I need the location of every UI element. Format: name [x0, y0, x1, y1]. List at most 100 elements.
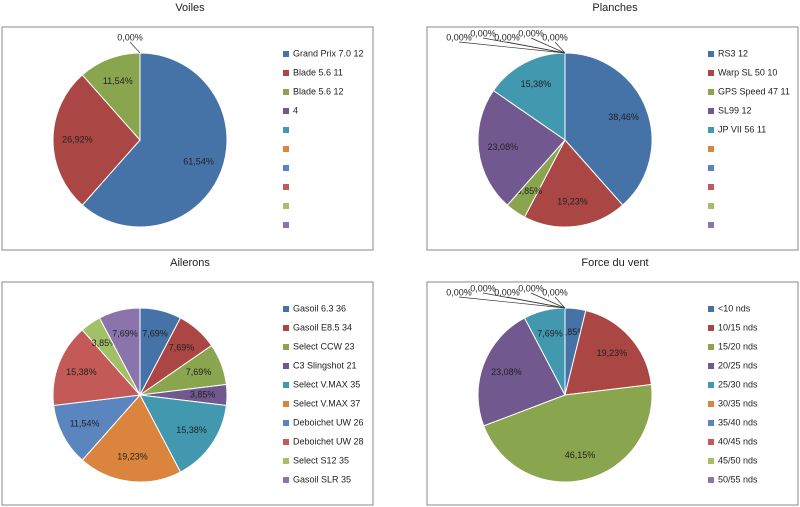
- legend-label: JP VII 56 11: [718, 124, 766, 134]
- data-label: 0,00%: [117, 32, 143, 42]
- data-label: 19,23%: [557, 197, 588, 207]
- legend-label: <10 nds: [718, 303, 751, 313]
- data-label: 7,69%: [169, 342, 195, 352]
- leader-line: [530, 37, 566, 54]
- data-label: 3,85%: [560, 327, 586, 337]
- pie-slice: [81, 394, 182, 483]
- legend-swatch: [708, 89, 714, 95]
- legend-label: 25/30 nds: [718, 379, 758, 389]
- legend-swatch: [708, 51, 714, 57]
- legend-label: Gasoil E8.5 34: [293, 322, 352, 332]
- data-label: 0,00%: [518, 28, 544, 38]
- data-label: 0,00%: [446, 32, 472, 42]
- data-label: 0,00%: [470, 283, 496, 293]
- legend-swatch: [708, 222, 714, 228]
- pie-slice: [477, 89, 566, 206]
- data-label: 7,69%: [142, 329, 168, 339]
- pie-slice: [492, 52, 566, 141]
- legend-swatch: [283, 420, 289, 426]
- data-label: 23,08%: [491, 367, 522, 377]
- legend-swatch: [283, 222, 289, 228]
- chart-title: Voiles: [175, 2, 205, 14]
- legend-label: Gasoil 6.3 36: [293, 303, 346, 313]
- legend-swatch: [283, 401, 289, 407]
- data-label: 23,08%: [488, 142, 519, 152]
- pie-slice: [81, 52, 228, 228]
- legend-swatch: [283, 51, 289, 57]
- legend-label: 50/55 nds: [718, 474, 758, 484]
- leader-line: [554, 296, 566, 309]
- legend-label: C3 Slingshot 21: [293, 360, 357, 370]
- legend-label: 30/35 nds: [718, 398, 758, 408]
- data-label: 15,38%: [521, 79, 552, 89]
- pie-panel: Force du vent 3,85% 19,23% 46,15% 23,08% 7,69…: [426, 257, 799, 506]
- data-label: 7,69%: [112, 329, 138, 339]
- data-label: 0,00%: [518, 283, 544, 293]
- legend-swatch: [283, 363, 289, 369]
- legend-label: Blade 5.6 11: [293, 67, 343, 77]
- legend-label: Gasoil SLR 35: [293, 474, 351, 484]
- legend-swatch: [283, 325, 289, 331]
- legend-swatch: [283, 458, 289, 464]
- pie-slice: [52, 329, 142, 407]
- data-label: 0,00%: [446, 287, 472, 297]
- legend-swatch: [283, 306, 289, 312]
- legend-label: Grand Prix 7.0 12: [293, 48, 364, 58]
- legend-swatch: [708, 344, 714, 350]
- data-label: 38,46%: [608, 112, 639, 122]
- data-label: 19,23%: [117, 452, 148, 462]
- legend-label: Deboichet UW 26: [293, 417, 364, 427]
- pie-slice: [98, 307, 141, 396]
- chart-title: Ailerons: [170, 257, 210, 269]
- data-label: 7,69%: [537, 329, 563, 339]
- legend-swatch: [708, 458, 714, 464]
- pie-slice: [523, 139, 624, 228]
- legend-label: Select CCW 23: [293, 341, 355, 351]
- legend-swatch: [708, 439, 714, 445]
- legend-label: 40/45 nds: [718, 436, 758, 446]
- legend-swatch: [283, 203, 289, 209]
- data-label: 3,85%: [517, 186, 543, 196]
- data-label: 0,00%: [542, 32, 568, 42]
- leader-line: [482, 37, 566, 54]
- pie-slice: [53, 394, 142, 461]
- legend-swatch: [283, 108, 289, 114]
- legend-swatch: [708, 477, 714, 483]
- data-label: 3,85%: [190, 389, 216, 399]
- pie-panel: Voiles 61,54% 26,92% 11,54% 0,00% Grand Prix …: [1, 2, 374, 251]
- legend-label: Blade 5.6 12: [293, 86, 344, 96]
- pie-slice: [52, 74, 141, 206]
- legend-swatch: [283, 89, 289, 95]
- chart-title: Planches: [592, 2, 638, 14]
- legend-swatch: [283, 344, 289, 350]
- legend-swatch: [708, 165, 714, 171]
- legend-label: 4: [293, 105, 298, 115]
- data-label: 0,00%: [542, 287, 568, 297]
- legend-swatch: [708, 382, 714, 388]
- legend-swatch: [283, 146, 289, 152]
- data-label: 15,38%: [66, 367, 97, 377]
- pie-panel: Ailerons7,69%7,69%7,69%3,85%15,38%19,23%…: [1, 257, 374, 506]
- legend-swatch: [708, 363, 714, 369]
- leader-line: [129, 41, 141, 54]
- legend-label: 35/40 nds: [718, 417, 758, 427]
- legend-swatch: [708, 420, 714, 426]
- leader-line: [458, 41, 566, 54]
- pie-slice: [81, 52, 141, 142]
- data-label: 11,54%: [103, 76, 133, 86]
- pie-slice: [483, 383, 653, 483]
- data-label: 3,85%: [92, 338, 118, 348]
- legend-swatch: [708, 146, 714, 152]
- pie-slice: [477, 317, 566, 427]
- pie-slice: [139, 394, 227, 473]
- legend-label: Select S12 35: [293, 455, 349, 465]
- data-label: 0,00%: [494, 287, 520, 297]
- data-label: 0,00%: [494, 32, 520, 42]
- legend-swatch: [708, 70, 714, 76]
- data-label: 26,92%: [62, 134, 93, 144]
- data-label: 46,15%: [565, 450, 596, 460]
- legend-label: 20/25 nds: [718, 360, 758, 370]
- legend-swatch: [283, 165, 289, 171]
- leader-line: [554, 41, 566, 54]
